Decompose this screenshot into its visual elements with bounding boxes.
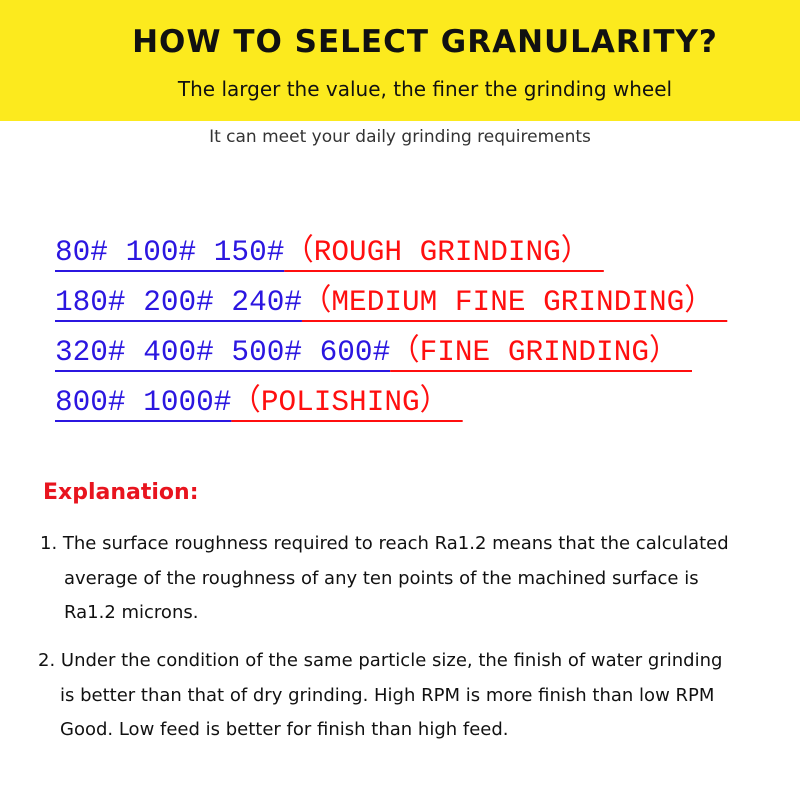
line: Ra1.2 microns. <box>64 602 199 623</box>
line: Good. Low feed is better for finish than… <box>60 719 509 740</box>
header-banner: HOW TO SELECT GRANULARITY? The larger th… <box>0 0 800 121</box>
grit-description: （ROUGH GRINDING） <box>284 236 604 272</box>
grit-values: 800# 1000# <box>55 386 232 422</box>
grit-row-rough: 80# 100# 150#（ROUGH GRINDING） <box>55 236 604 272</box>
line: is better than that of dry grinding. Hig… <box>60 684 715 706</box>
line: 1. The surface roughness required to rea… <box>40 533 729 554</box>
page-title: HOW TO SELECT GRANULARITY? <box>132 24 718 60</box>
grit-row-polishing: 800# 1000#（POLISHING） <box>55 386 463 422</box>
grit-row-fine: 320# 400# 500# 600#（FINE GRINDING） <box>55 336 693 372</box>
grit-row-medium: 180# 200# 240#（MEDIUM FINE GRINDING） <box>55 286 728 322</box>
line: 2. Under the condition of the same parti… <box>38 650 723 671</box>
grit-description: （POLISHING） <box>231 386 463 422</box>
line: average of the roughness of any ten poin… <box>64 567 699 589</box>
grit-values: 180# 200# 240# <box>55 286 303 322</box>
explanation-item-2: 2. Under the condition of the same parti… <box>38 644 778 748</box>
grit-values: 320# 400# 500# 600# <box>55 336 391 372</box>
grit-values: 80# 100# 150# <box>55 236 285 272</box>
explanation-heading: Explanation: <box>43 480 199 505</box>
explanation-item-1: 1. The surface roughness required to rea… <box>40 527 780 631</box>
grit-description: （FINE GRINDING） <box>390 336 693 372</box>
grit-description: （MEDIUM FINE GRINDING） <box>302 286 728 322</box>
tagline: It can meet your daily grinding requirem… <box>209 127 591 147</box>
page-subtitle: The larger the value, the finer the grin… <box>177 77 673 101</box>
